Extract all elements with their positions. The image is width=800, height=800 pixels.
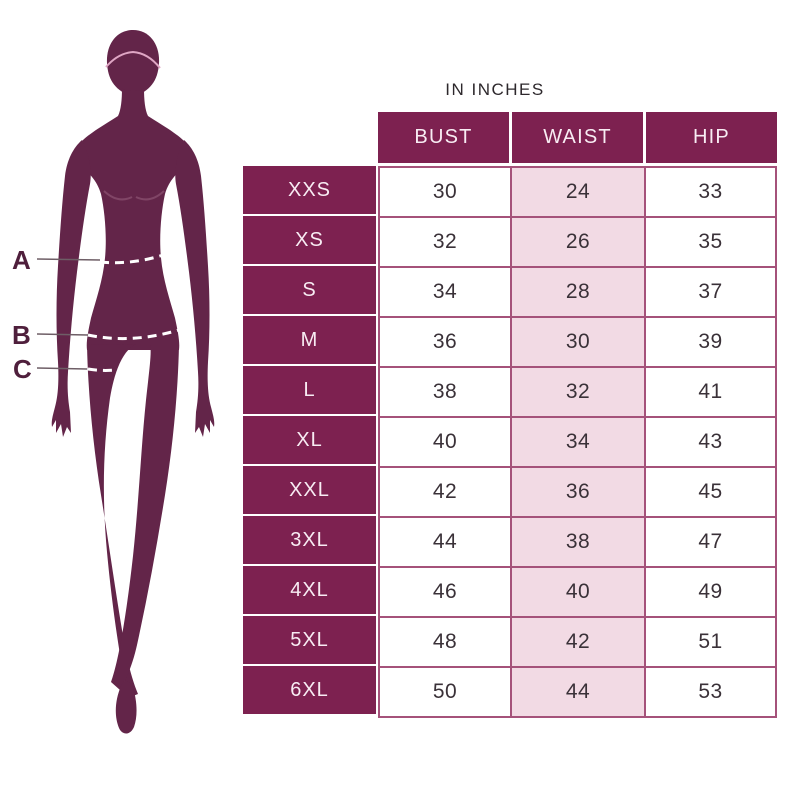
header-cell-hip: HIP <box>646 112 777 163</box>
bust-value-6xl: 50 <box>380 668 512 718</box>
waist-value-l: 32 <box>512 368 646 418</box>
waist-value-s: 28 <box>512 268 646 318</box>
marker-a-connector-line <box>36 258 101 261</box>
torso-shape <box>75 88 191 350</box>
size-cell-3xl: 3XL <box>243 516 376 564</box>
bust-value-l: 38 <box>380 368 512 418</box>
hairline-accent <box>105 50 161 69</box>
hip-dashed-line <box>87 325 189 341</box>
size-cell-4xl: 4XL <box>243 566 376 614</box>
bust-contour-left <box>103 190 133 201</box>
waist-value-m: 30 <box>512 318 646 368</box>
waist-value-xs: 26 <box>512 218 646 268</box>
body-figure-illustration: A B C <box>0 0 240 760</box>
hip-value-3xl: 47 <box>646 518 777 568</box>
waist-value-5xl: 42 <box>512 618 646 668</box>
size-cell-xxl: XXL <box>243 466 376 514</box>
bust-value-s: 34 <box>380 268 512 318</box>
left-leg-shape <box>87 344 138 698</box>
size-cell-l: L <box>243 366 376 414</box>
marker-b-connector-line <box>36 333 89 336</box>
waist-value-4xl: 40 <box>512 568 646 618</box>
size-cell-5xl: 5XL <box>243 616 376 664</box>
hip-value-m: 39 <box>646 318 777 368</box>
marker-b-label: B <box>12 320 31 350</box>
bust-value-5xl: 48 <box>380 618 512 668</box>
units-caption: IN INCHES <box>445 80 545 99</box>
thigh-dashed-line <box>87 364 137 372</box>
hip-value-xxs: 33 <box>646 168 777 218</box>
bust-value-xl: 40 <box>380 418 512 468</box>
foot-shape <box>115 680 137 734</box>
measurement-data-grid: 30 24 33 32 26 35 34 28 37 36 30 39 38 3… <box>378 166 777 718</box>
bust-value-xxl: 42 <box>380 468 512 518</box>
hip-value-xs: 35 <box>646 218 777 268</box>
bust-contour-right <box>135 190 165 201</box>
right-leg-shape <box>111 345 179 690</box>
waist-value-6xl: 44 <box>512 668 646 718</box>
waist-value-3xl: 38 <box>512 518 646 568</box>
waist-dashed-line <box>99 253 164 265</box>
hip-value-s: 37 <box>646 268 777 318</box>
bust-value-m: 36 <box>380 318 512 368</box>
header-cell-bust: BUST <box>378 112 509 163</box>
waist-value-xxl: 36 <box>512 468 646 518</box>
figure-svg: A B C <box>12 30 215 734</box>
size-cell-6xl: 6XL <box>243 666 376 714</box>
bust-value-xs: 32 <box>380 218 512 268</box>
size-cell-xxs: XXS <box>243 166 376 214</box>
head-shape <box>106 30 160 97</box>
hip-value-4xl: 49 <box>646 568 777 618</box>
right-arm-shape <box>175 140 215 437</box>
left-arm-shape <box>51 140 91 437</box>
table-column-headers: BUST WAIST HIP <box>378 112 777 163</box>
marker-a-label: A <box>12 245 31 275</box>
hip-value-6xl: 53 <box>646 668 777 718</box>
size-cell-m: M <box>243 316 376 364</box>
marker-c-label: C <box>13 354 32 384</box>
waist-value-xl: 34 <box>512 418 646 468</box>
hip-value-l: 41 <box>646 368 777 418</box>
size-cell-xl: XL <box>243 416 376 464</box>
bust-value-xxs: 30 <box>380 168 512 218</box>
size-cell-s: S <box>243 266 376 314</box>
hip-value-5xl: 51 <box>646 618 777 668</box>
bust-value-4xl: 46 <box>380 568 512 618</box>
bust-value-3xl: 44 <box>380 518 512 568</box>
size-row-header-column: XXS XS S M L XL XXL 3XL 4XL 5XL 6XL <box>243 166 376 714</box>
size-cell-xs: XS <box>243 216 376 264</box>
header-cell-waist: WAIST <box>512 112 643 163</box>
waist-value-xxs: 24 <box>512 168 646 218</box>
hip-value-xxl: 45 <box>646 468 777 518</box>
hip-value-xl: 43 <box>646 418 777 468</box>
marker-c-connector-line <box>36 367 88 370</box>
